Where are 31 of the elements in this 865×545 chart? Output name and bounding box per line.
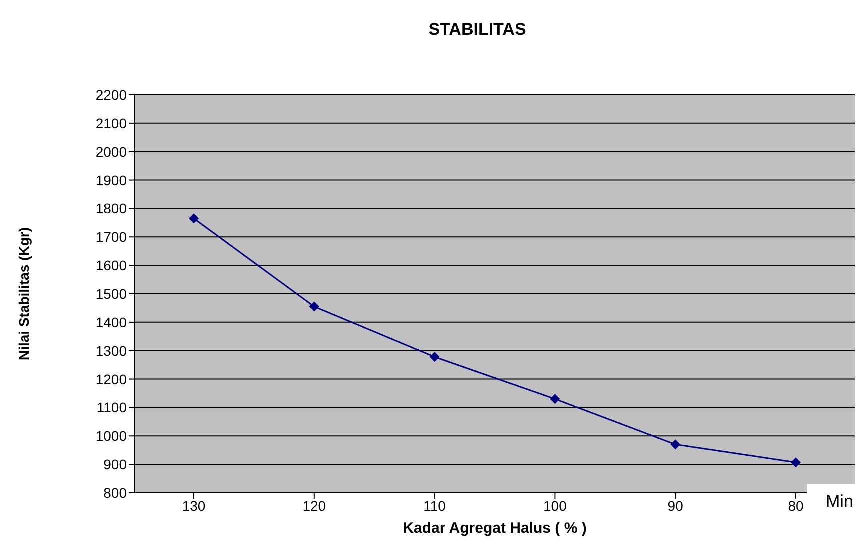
- annotation: Min: [807, 484, 857, 516]
- point: [309, 302, 320, 312]
- chart-title: STABILITAS: [428, 20, 528, 40]
- y-tick-label: 1200: [96, 371, 128, 388]
- y-axis-title: Nilai Stabilitas (Kgr): [16, 227, 32, 361]
- x-tick-label: 110: [424, 498, 446, 514]
- y-tick-label: 1100: [96, 400, 128, 416]
- y-tick-label: 1700: [96, 229, 128, 246]
- y-tick-label: 800: [104, 484, 128, 501]
- x-tick-label: 130: [182, 498, 206, 514]
- x-axis-title: Kadar Agregat Halus ( % ): [403, 520, 587, 537]
- y-tick-label: 1500: [96, 286, 128, 302]
- point: [550, 394, 560, 404]
- point: [430, 352, 440, 362]
- y-tick-label: 2000: [96, 144, 128, 160]
- x-tick-label: 120: [302, 498, 326, 514]
- point: [189, 214, 199, 224]
- y-tick-label: 2100: [96, 115, 128, 132]
- y-tick-label: 1800: [96, 200, 128, 217]
- x-tick-label: 80: [788, 498, 804, 514]
- y-tick-label: 1300: [96, 342, 128, 359]
- point: [791, 458, 801, 468]
- y-tick-label: 1900: [96, 172, 128, 188]
- y-tick-label: 900: [104, 456, 128, 473]
- point: [670, 440, 681, 450]
- y-tick-label: 2200: [96, 86, 128, 103]
- x-tick-label: 90: [668, 498, 684, 514]
- y-tick-label: 1000: [96, 428, 128, 444]
- y-tick-label: 1400: [96, 314, 128, 330]
- y-tick-label: 1600: [96, 258, 128, 274]
- x-tick-label: 100: [544, 498, 568, 514]
